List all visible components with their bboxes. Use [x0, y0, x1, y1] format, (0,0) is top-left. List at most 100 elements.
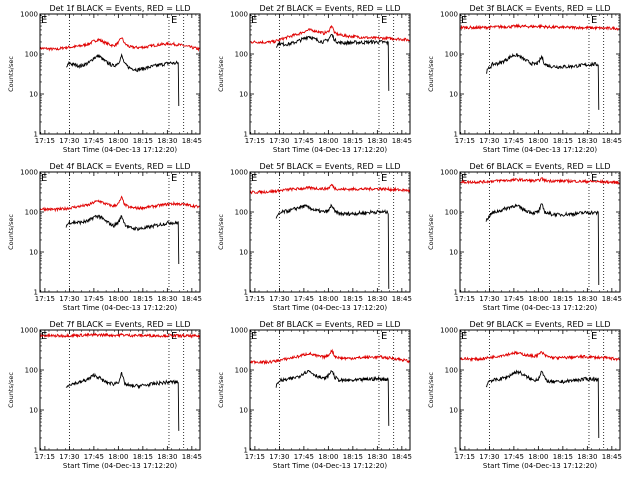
event-marker-label: E: [591, 331, 597, 342]
x-tick-label: 17:30: [59, 137, 79, 145]
x-tick-label: 18:30: [367, 295, 387, 303]
y-tick-label: 100: [25, 367, 38, 375]
event-marker-label: E: [591, 15, 597, 26]
x-tick-label: 17:15: [35, 295, 55, 303]
panel-2: Det 2f BLACK = Events, RED = LLD Counts/s…: [217, 4, 412, 154]
x-axis-label: Start Time (04-Dec-13 17:12:20): [273, 146, 387, 154]
x-tick-label: 18:45: [602, 453, 622, 461]
y-tick-label: 1000: [20, 327, 38, 335]
y-tick-label: 1000: [440, 327, 458, 335]
y-tick-label: 10: [449, 249, 458, 257]
event-marker-label: E: [591, 173, 597, 184]
x-tick-label: 18:45: [182, 137, 202, 145]
panel-title: Det 7f BLACK = Events, RED = LLD: [49, 320, 190, 329]
start-marker-label: E: [461, 15, 467, 26]
x-tick-label: 17:45: [84, 137, 104, 145]
x-tick-label: 17:30: [269, 137, 289, 145]
x-tick-label: 18:30: [577, 295, 597, 303]
y-axis-label: Counts/sec: [7, 214, 15, 250]
y-tick-label: 1: [34, 447, 38, 455]
x-tick-label: 18:15: [343, 295, 363, 303]
y-axis-label: Counts/sec: [7, 56, 15, 92]
panel-title: Det 2f BLACK = Events, RED = LLD: [259, 4, 400, 13]
y-tick-label: 1: [454, 131, 458, 139]
event-marker-label: E: [381, 331, 387, 342]
start-marker-label: E: [251, 331, 257, 342]
y-tick-label: 100: [445, 367, 458, 375]
y-tick-label: 1: [454, 289, 458, 297]
x-tick-label: 17:45: [294, 137, 314, 145]
plot-frame: [249, 329, 411, 451]
events-series-line: [485, 203, 600, 285]
start-marker-label: E: [41, 173, 47, 184]
x-tick-label: 18:15: [133, 295, 153, 303]
x-tick-label: 17:15: [35, 137, 55, 145]
x-tick-label: 18:45: [392, 137, 412, 145]
x-tick-label: 18:30: [157, 137, 177, 145]
y-tick-label: 100: [25, 209, 38, 217]
x-tick-label: 18:00: [108, 295, 128, 303]
y-tick-label: 100: [235, 51, 248, 59]
y-axis-label: Counts/sec: [217, 372, 225, 408]
x-tick-label: 18:00: [528, 137, 548, 145]
x-axis-label: Start Time (04-Dec-13 17:12:20): [63, 304, 177, 312]
x-axis-label: Start Time (04-Dec-13 17:12:20): [483, 146, 597, 154]
x-axis-label: Start Time (04-Dec-13 17:12:20): [483, 462, 597, 470]
y-tick-label: 1000: [20, 11, 38, 19]
y-tick-label: 1000: [230, 169, 248, 177]
y-tick-label: 100: [25, 51, 38, 59]
event-marker-label: E: [171, 173, 177, 184]
event-marker-label: E: [381, 173, 387, 184]
y-tick-label: 1: [244, 447, 248, 455]
panel-7: Det 7f BLACK = Events, RED = LLD Counts/s…: [7, 320, 202, 470]
y-tick-label: 1000: [440, 169, 458, 177]
x-tick-label: 18:30: [157, 453, 177, 461]
lld-series-line: [460, 350, 620, 363]
panel-title: Det 3f BLACK = Events, RED = LLD: [469, 4, 610, 13]
x-axis-label: Start Time (04-Dec-13 17:12:20): [63, 146, 177, 154]
events-series-line: [65, 53, 180, 107]
start-marker-label: E: [251, 15, 257, 26]
lld-series-line: [250, 24, 410, 45]
plot-frame: [459, 329, 621, 451]
start-marker-label: E: [461, 331, 467, 342]
y-tick-label: 1: [244, 289, 248, 297]
x-tick-label: 18:30: [367, 453, 387, 461]
x-tick-label: 18:00: [318, 453, 338, 461]
lld-series-line: [250, 348, 410, 366]
x-tick-label: 18:15: [343, 453, 363, 461]
x-tick-label: 17:45: [504, 453, 524, 461]
x-axis-label: Start Time (04-Dec-13 17:12:20): [273, 304, 387, 312]
y-tick-label: 100: [235, 367, 248, 375]
x-tick-label: 18:45: [602, 137, 622, 145]
x-tick-label: 18:15: [553, 137, 573, 145]
y-tick-label: 1000: [230, 11, 248, 19]
y-tick-label: 1000: [440, 11, 458, 19]
x-axis-label: Start Time (04-Dec-13 17:12:20): [63, 462, 177, 470]
y-axis-label: Counts/sec: [217, 214, 225, 250]
x-tick-label: 18:00: [318, 137, 338, 145]
y-tick-label: 10: [449, 407, 458, 415]
y-tick-label: 10: [29, 91, 38, 99]
event-marker-label: E: [381, 15, 387, 26]
lld-series-line: [40, 332, 200, 339]
y-tick-label: 1: [34, 289, 38, 297]
panel-4: Det 4f BLACK = Events, RED = LLD Counts/s…: [7, 162, 202, 312]
x-tick-label: 18:45: [602, 295, 622, 303]
lld-series-line: [40, 195, 200, 213]
x-tick-label: 18:00: [108, 453, 128, 461]
y-tick-label: 10: [239, 249, 248, 257]
x-tick-label: 17:30: [479, 137, 499, 145]
x-tick-label: 17:15: [245, 453, 265, 461]
x-tick-label: 18:30: [577, 453, 597, 461]
panel-5: Det 5f BLACK = Events, RED = LLD Counts/s…: [217, 162, 412, 312]
lld-series-line: [40, 37, 200, 52]
x-tick-label: 17:45: [504, 137, 524, 145]
plot-frame: [39, 13, 201, 135]
events-series-line: [65, 371, 180, 431]
panel-title: Det 4f BLACK = Events, RED = LLD: [49, 162, 190, 171]
x-tick-label: 18:00: [318, 295, 338, 303]
y-axis-label: Counts/sec: [7, 372, 15, 408]
y-tick-label: 100: [235, 209, 248, 217]
